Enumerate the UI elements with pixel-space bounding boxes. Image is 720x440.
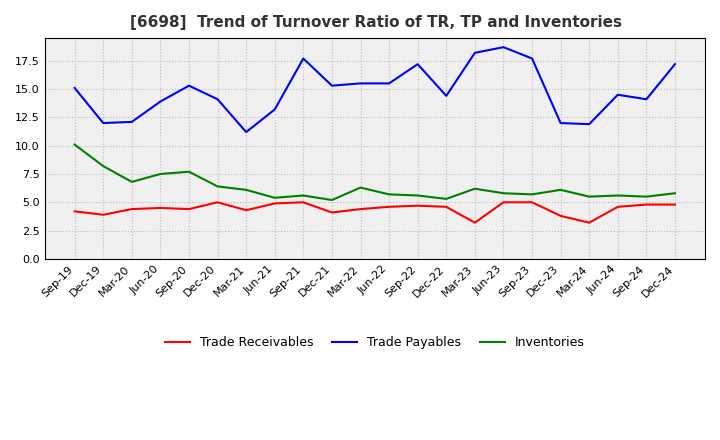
Trade Payables bbox=[471, 50, 480, 55]
Trade Payables bbox=[328, 83, 336, 88]
Inventories bbox=[670, 191, 679, 196]
Trade Payables bbox=[384, 81, 393, 86]
Trade Payables bbox=[356, 81, 365, 86]
Trade Payables bbox=[71, 85, 79, 91]
Trade Receivables bbox=[442, 204, 451, 209]
Trade Receivables bbox=[328, 210, 336, 215]
Trade Receivables bbox=[557, 213, 565, 219]
Trade Payables bbox=[156, 99, 165, 104]
Trade Receivables bbox=[213, 200, 222, 205]
Trade Receivables bbox=[127, 206, 136, 212]
Trade Payables bbox=[557, 121, 565, 126]
Trade Receivables bbox=[413, 203, 422, 208]
Trade Receivables bbox=[242, 208, 251, 213]
Trade Payables bbox=[99, 121, 107, 126]
Trade Payables bbox=[213, 97, 222, 102]
Trade Receivables bbox=[299, 200, 307, 205]
Line: Inventories: Inventories bbox=[75, 145, 675, 200]
Line: Trade Payables: Trade Payables bbox=[75, 47, 675, 132]
Trade Receivables bbox=[71, 209, 79, 214]
Trade Receivables bbox=[271, 201, 279, 206]
Trade Receivables bbox=[184, 206, 193, 212]
Inventories bbox=[71, 142, 79, 147]
Inventories bbox=[499, 191, 508, 196]
Trade Payables bbox=[242, 129, 251, 135]
Trade Payables bbox=[442, 93, 451, 99]
Trade Payables bbox=[299, 56, 307, 61]
Inventories bbox=[271, 195, 279, 200]
Inventories bbox=[557, 187, 565, 192]
Trade Payables bbox=[642, 97, 651, 102]
Inventories bbox=[442, 196, 451, 202]
Inventories bbox=[413, 193, 422, 198]
Inventories bbox=[184, 169, 193, 174]
Trade Receivables bbox=[613, 204, 622, 209]
Line: Trade Receivables: Trade Receivables bbox=[75, 202, 675, 223]
Trade Payables bbox=[528, 56, 536, 61]
Trade Payables bbox=[585, 121, 593, 127]
Inventories bbox=[528, 192, 536, 197]
Trade Receivables bbox=[356, 206, 365, 212]
Trade Receivables bbox=[156, 205, 165, 211]
Inventories bbox=[328, 198, 336, 203]
Inventories bbox=[585, 194, 593, 199]
Trade Payables bbox=[613, 92, 622, 97]
Trade Receivables bbox=[471, 220, 480, 225]
Text: [6698]  Trend of Turnover Ratio of TR, TP and Inventories: [6698] Trend of Turnover Ratio of TR, TP… bbox=[130, 15, 623, 30]
Trade Receivables bbox=[528, 200, 536, 205]
Inventories bbox=[356, 185, 365, 190]
Trade Payables bbox=[184, 83, 193, 88]
Inventories bbox=[127, 179, 136, 184]
Trade Receivables bbox=[670, 202, 679, 207]
Inventories bbox=[642, 194, 651, 199]
Trade Receivables bbox=[642, 202, 651, 207]
Inventories bbox=[384, 192, 393, 197]
Inventories bbox=[156, 171, 165, 176]
Trade Receivables bbox=[384, 204, 393, 209]
Inventories bbox=[471, 186, 480, 191]
Legend: Trade Receivables, Trade Payables, Inventories: Trade Receivables, Trade Payables, Inven… bbox=[160, 331, 590, 354]
Trade Receivables bbox=[585, 220, 593, 225]
Trade Payables bbox=[499, 44, 508, 50]
Inventories bbox=[299, 193, 307, 198]
Trade Payables bbox=[271, 107, 279, 112]
Inventories bbox=[99, 163, 107, 169]
Trade Payables bbox=[413, 62, 422, 67]
Inventories bbox=[213, 184, 222, 189]
Trade Payables bbox=[127, 119, 136, 125]
Trade Receivables bbox=[499, 200, 508, 205]
Inventories bbox=[613, 193, 622, 198]
Trade Payables bbox=[670, 62, 679, 67]
Trade Receivables bbox=[99, 212, 107, 217]
Inventories bbox=[242, 187, 251, 192]
